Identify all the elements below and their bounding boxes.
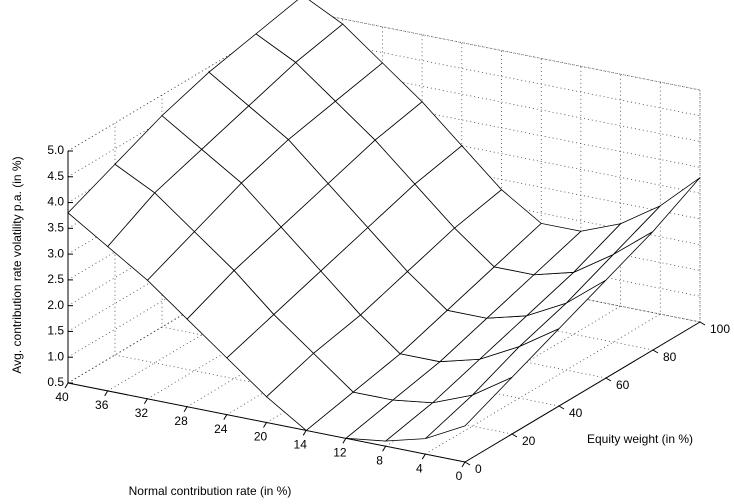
grid-line	[226, 42, 463, 415]
axis-line	[464, 321, 701, 463]
x-tick	[143, 398, 148, 405]
x-tick	[382, 445, 387, 452]
z-tick-label: 5.0	[47, 143, 64, 157]
x-tick-label: 24	[214, 422, 228, 436]
x-tick-label: 36	[95, 398, 109, 412]
z-tick-label: 1.0	[47, 349, 64, 363]
y-tick-label: 0	[475, 462, 482, 476]
x-tick-label: 8	[376, 453, 383, 467]
y-axis-label: Equity weight (in %)	[587, 432, 693, 446]
y-tick-label: 60	[616, 378, 630, 392]
x-tick	[263, 422, 267, 428]
z-axis-label: Avg. contribution rate volatility p.a. (…	[10, 156, 24, 373]
y-tick	[652, 349, 659, 354]
x-tick	[223, 414, 228, 420]
y-tick	[511, 433, 518, 438]
z-tick-label: 0.5	[47, 375, 64, 389]
z-tick-label: 4.5	[47, 169, 64, 183]
x-axis-label: Normal contribution rate (in %)	[129, 484, 292, 498]
y-tick-label: 40	[569, 406, 583, 420]
x-tick-label: 14	[294, 438, 308, 452]
grid-line	[266, 50, 502, 423]
grid-line	[425, 82, 661, 455]
y-tick	[605, 377, 612, 382]
x-tick-label: 0	[456, 469, 463, 483]
grid-line	[385, 74, 621, 447]
x-tick	[342, 438, 347, 444]
x-tick-label: 4	[416, 461, 423, 475]
x-tick	[64, 382, 69, 389]
x-tick	[104, 390, 109, 397]
x-tick-label: 32	[135, 406, 149, 420]
z-tick-label: 2.0	[47, 298, 64, 312]
grid-line	[345, 66, 582, 439]
z-tick-label: 1.5	[47, 324, 64, 338]
grid-line	[464, 90, 701, 463]
x-tick	[461, 461, 466, 468]
z-tick-label: 3.5	[47, 221, 64, 235]
x-tick-label: 28	[174, 414, 188, 428]
y-tick-label: 80	[663, 350, 677, 364]
x-tick	[302, 430, 307, 436]
y-tick	[558, 405, 565, 410]
surface-cell	[613, 177, 701, 255]
x-tick	[183, 406, 188, 412]
grid-line	[114, 123, 513, 435]
grid-line	[161, 95, 560, 407]
grid-line	[305, 58, 542, 431]
z-tick-label: 4.0	[47, 195, 64, 209]
y-tick-label: 20	[522, 434, 536, 448]
y-tick	[464, 461, 471, 466]
z-tick-label: 2.5	[47, 272, 64, 286]
x-tick-label: 20	[254, 430, 268, 444]
x-tick	[421, 453, 426, 460]
x-tick-label: 12	[333, 445, 347, 459]
surface-cell	[255, 0, 344, 63]
x-tick-label: 40	[55, 390, 69, 404]
z-tick-label: 3.0	[47, 246, 64, 260]
y-tick	[699, 321, 706, 326]
y-tick-label: 100	[710, 322, 730, 336]
